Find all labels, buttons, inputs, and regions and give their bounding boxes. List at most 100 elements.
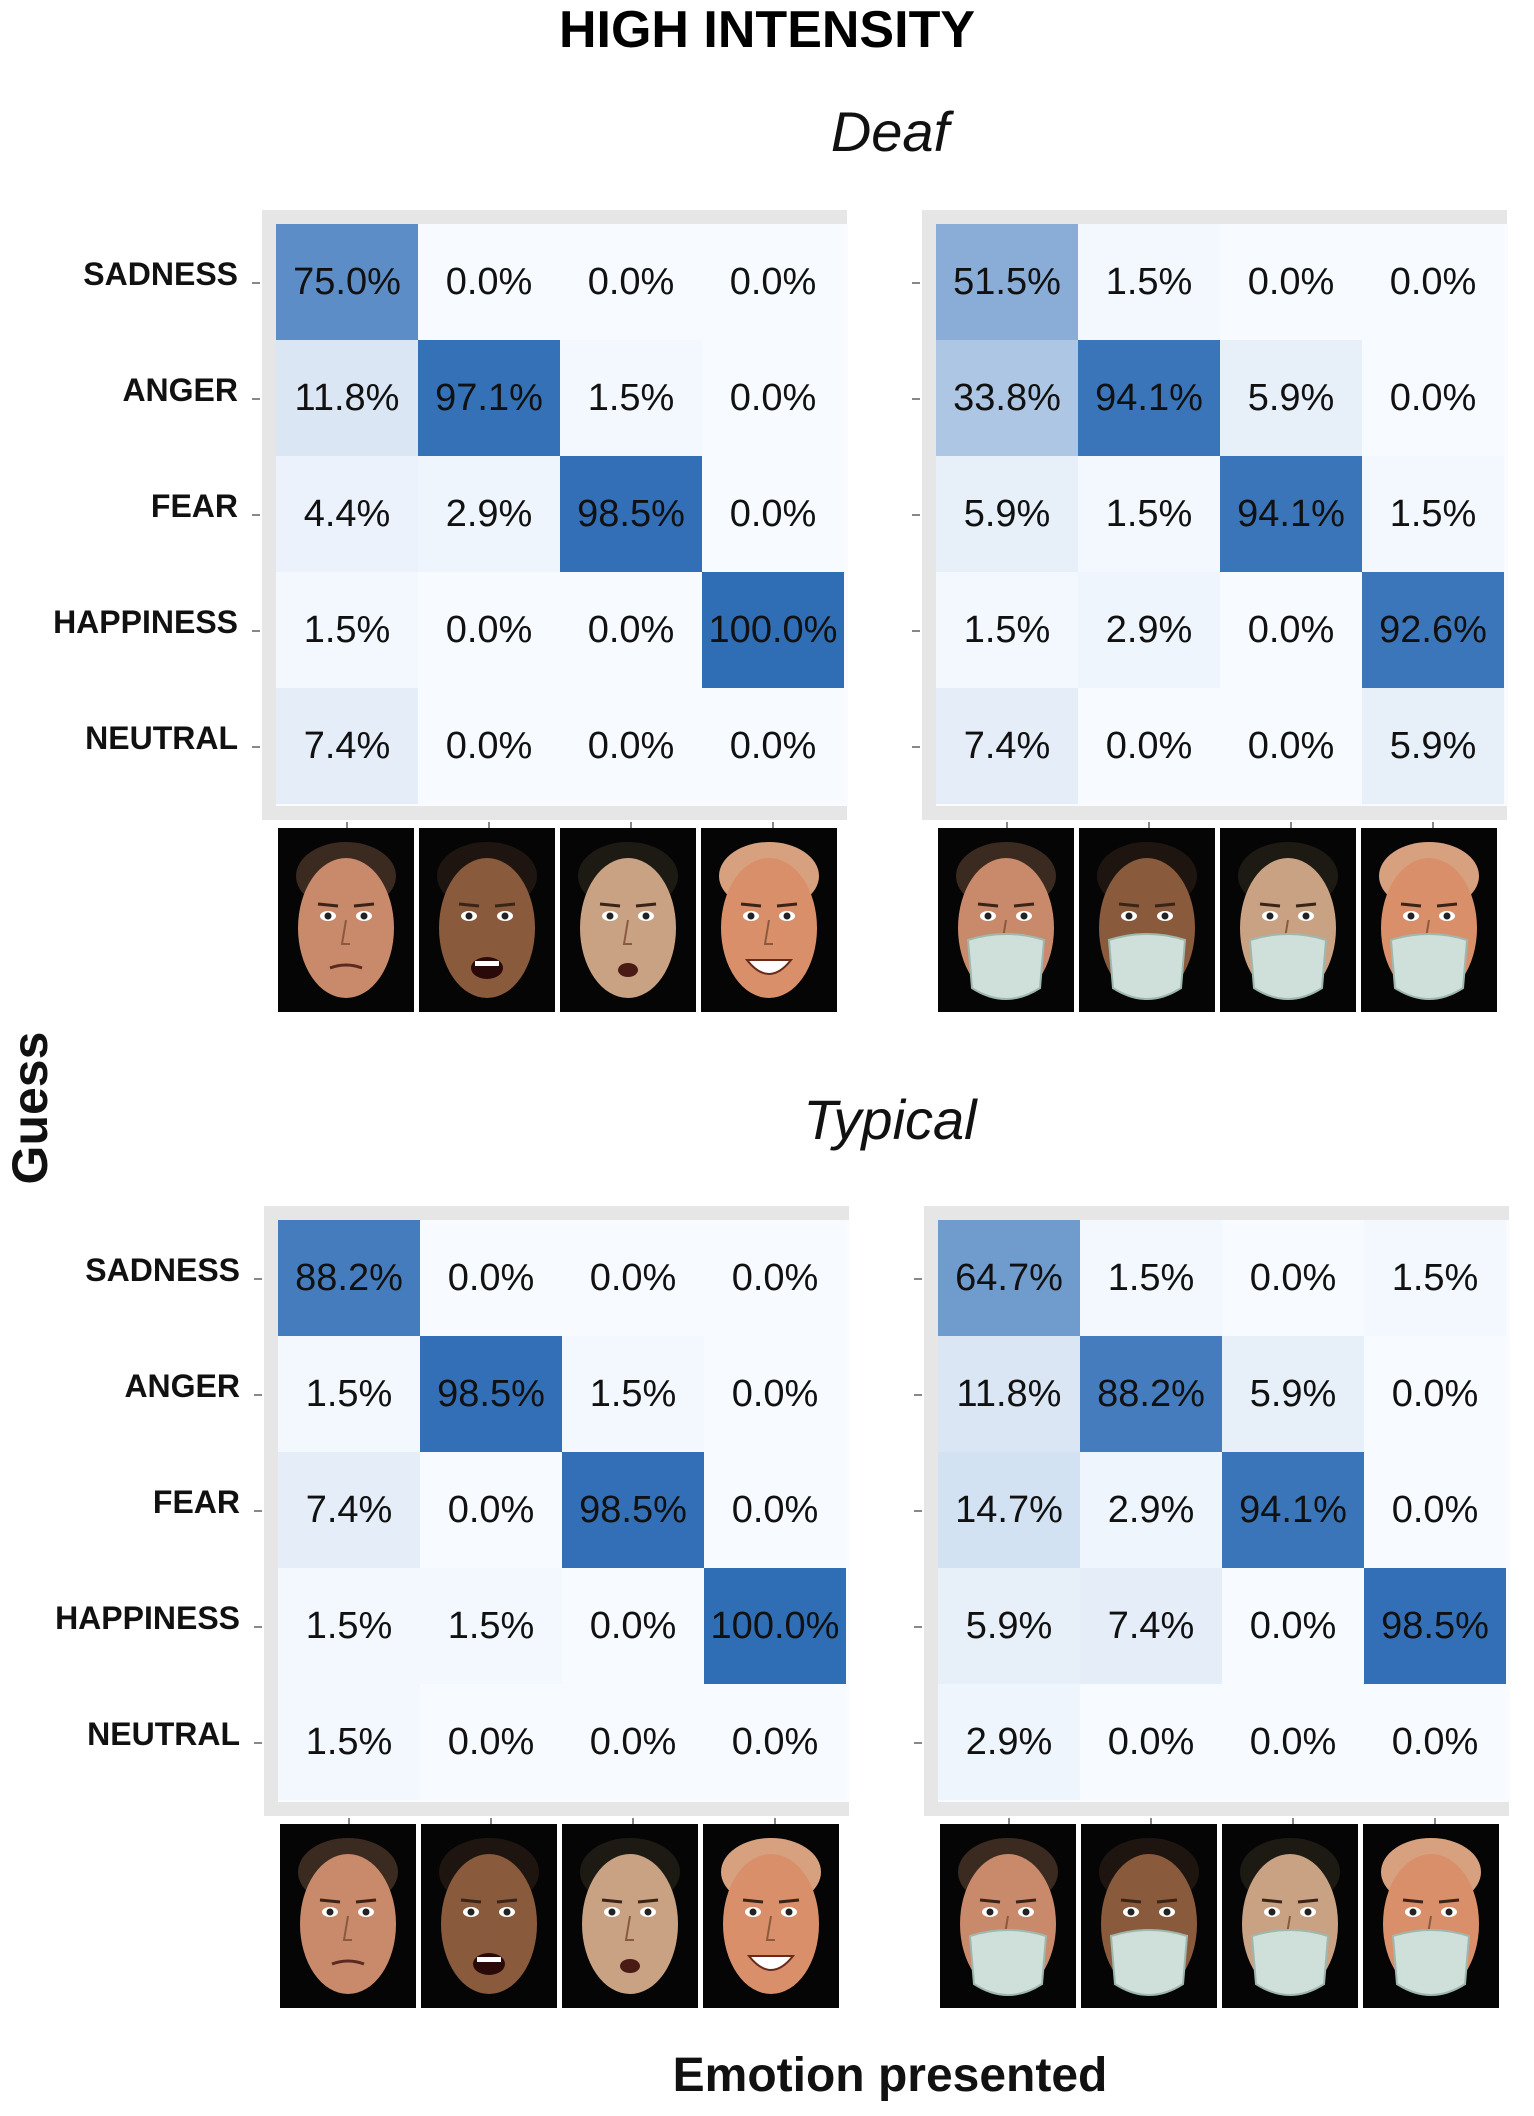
heatmap-cell: 1.5% [1078, 456, 1220, 572]
x-tick [630, 822, 632, 830]
heatmap-cell: 5.9% [936, 456, 1078, 572]
face-photo [560, 828, 696, 1012]
heatmap-cell: 0.0% [562, 1568, 704, 1684]
heatmap-cell: 0.0% [1362, 340, 1504, 456]
row-label: SADNESS [83, 256, 238, 292]
heatmap-cell: 98.5% [562, 1452, 704, 1568]
heatmap-cell: 2.9% [1080, 1452, 1222, 1568]
x-tick [1292, 1818, 1294, 1826]
row-label: NEUTRAL [87, 1716, 240, 1752]
y-tick [254, 1278, 262, 1280]
heatmap-cell: 4.4% [276, 456, 418, 572]
heatmap-cell: 2.9% [418, 456, 560, 572]
heatmap-cell: 100.0% [702, 572, 844, 688]
x-tick [488, 822, 490, 830]
heatmap-cell: 7.4% [278, 1452, 420, 1568]
y-tick [914, 1394, 922, 1396]
y-tick [912, 630, 920, 632]
figure-title: HIGH INTENSITY [558, 1, 976, 59]
y-tick [254, 1394, 262, 1396]
face-photo [419, 828, 555, 1012]
heatmap-cell: 0.0% [702, 340, 844, 456]
heatmap-panel-2: 51.5% 1.5% 0.0% 0.0% 33.8% 94.1% 5.9% 0.0% 5.9% 1… [922, 210, 1508, 820]
y-tick [912, 282, 920, 284]
face-photo [280, 1824, 416, 2008]
heatmap-cell: 5.9% [1220, 340, 1362, 456]
heatmap-cell: 1.5% [278, 1336, 420, 1452]
heatmap-cell: 98.5% [560, 456, 702, 572]
x-tick [348, 1818, 350, 1826]
heatmap-panel-3: 88.2% 0.0% 0.0% 0.0% 1.5% 98.5% 1.5% 0.0% 7.4% 0.… [264, 1206, 850, 1816]
heatmap-cell: 11.8% [938, 1336, 1080, 1452]
heatmap-cell: 0.0% [1364, 1336, 1506, 1452]
heatmap-cell: 1.5% [1080, 1220, 1222, 1336]
heatmap-cell: 64.7% [938, 1220, 1080, 1336]
x-tick [1148, 822, 1150, 830]
heatmap-cell: 0.0% [418, 224, 560, 340]
heatmap-cell: 1.5% [276, 572, 418, 688]
row-label: HAPPINESS [53, 604, 238, 640]
heatmap-cell: 0.0% [1078, 688, 1220, 804]
x-tick [1434, 1818, 1436, 1826]
masked-face-photo [1222, 1824, 1358, 2008]
heatmap-cell: 0.0% [1222, 1684, 1364, 1800]
heatmap-cell: 92.6% [1362, 572, 1504, 688]
face-photo [703, 1824, 839, 2008]
face-photo [562, 1824, 698, 2008]
masked-face-photo [1363, 1824, 1499, 2008]
heatmap-cell: 1.5% [420, 1568, 562, 1684]
face-photo [701, 828, 837, 1012]
masked-face-photo [1220, 828, 1356, 1012]
heatmap-cell: 0.0% [1222, 1568, 1364, 1684]
heatmap-cell: 0.0% [1364, 1684, 1506, 1800]
x-tick [1150, 1818, 1152, 1826]
x-tick [774, 1818, 776, 1826]
heatmap-cell: 98.5% [420, 1336, 562, 1452]
heatmap-cell: 0.0% [1362, 224, 1504, 340]
y-tick [254, 1510, 262, 1512]
heatmap-cell: 0.0% [420, 1684, 562, 1800]
masked-face-photo [940, 1824, 1076, 2008]
x-tick [1006, 822, 1008, 830]
row-label: HAPPINESS [55, 1600, 240, 1636]
heatmap-cell: 11.8% [276, 340, 418, 456]
heatmap-cell: 0.0% [704, 1684, 846, 1800]
heatmap-cell: 0.0% [704, 1220, 846, 1336]
heatmap-cell: 0.0% [1220, 572, 1362, 688]
heatmap-cell: 2.9% [938, 1684, 1080, 1800]
heatmap-cell: 0.0% [562, 1684, 704, 1800]
group-title-typical: Typical [803, 1088, 977, 1151]
heatmap-cell: 94.1% [1222, 1452, 1364, 1568]
y-tick [912, 398, 920, 400]
heatmap-cell: 0.0% [562, 1220, 704, 1336]
x-tick [772, 822, 774, 830]
y-tick [912, 514, 920, 516]
heatmap-cell: 14.7% [938, 1452, 1080, 1568]
group-title-deaf: Deaf [830, 100, 950, 163]
row-label: ANGER [122, 372, 238, 408]
y-axis-label: Guess [2, 1031, 58, 1185]
row-label: ANGER [124, 1368, 240, 1404]
heatmap-cell: 51.5% [936, 224, 1078, 340]
x-tick [1008, 1818, 1010, 1826]
y-tick [252, 746, 260, 748]
y-tick [252, 630, 260, 632]
heatmap-cell: 0.0% [1220, 688, 1362, 804]
heatmap-cell: 5.9% [1362, 688, 1504, 804]
heatmap-cell: 0.0% [702, 688, 844, 804]
heatmap-cell: 0.0% [560, 224, 702, 340]
x-tick [632, 1818, 634, 1826]
heatmap-cell: 7.4% [276, 688, 418, 804]
heatmap-cell: 1.5% [278, 1568, 420, 1684]
heatmap-cell: 0.0% [1080, 1684, 1222, 1800]
heatmap-cell: 97.1% [418, 340, 560, 456]
heatmap-cell: 0.0% [1220, 224, 1362, 340]
heatmap-grid: 88.2% 0.0% 0.0% 0.0% 1.5% 98.5% 1.5% 0.0% 7.4% 0.… [278, 1220, 850, 1802]
heatmap-cell: 7.4% [936, 688, 1078, 804]
y-tick [914, 1742, 922, 1744]
heatmap-panel-1: 75.0% 0.0% 0.0% 0.0% 11.8% 97.1% 1.5% 0.0% 4.4% 2… [262, 210, 848, 820]
heatmap-cell: 0.0% [702, 224, 844, 340]
heatmap-cell: 5.9% [938, 1568, 1080, 1684]
heatmap-cell: 0.0% [420, 1452, 562, 1568]
heatmap-cell: 88.2% [278, 1220, 420, 1336]
